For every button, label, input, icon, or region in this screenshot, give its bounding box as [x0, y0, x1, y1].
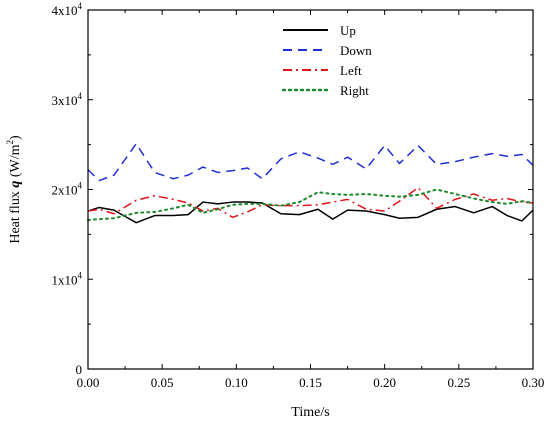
series-line-down	[87, 142, 534, 182]
y-axis-title-unit: (W/m	[8, 144, 23, 180]
x-tick-label: 0.30	[522, 375, 545, 390]
series-line-right	[87, 188, 534, 222]
axis-ticks: 0.00 0.05 0.10 0.15 0.20 0.25 0.30 0 1x104 2x104 3…	[52, 1, 545, 390]
y-tick-label: 4x104	[52, 1, 83, 18]
series-line-up	[87, 201, 534, 224]
x-tick-label: 0.20	[373, 375, 396, 390]
legend-label-left: Left	[340, 63, 362, 78]
y-tick-label: 3x104	[52, 91, 83, 108]
legend-label-down: Down	[340, 43, 372, 58]
y-axis-title-unit-close: )	[8, 135, 23, 140]
series-layer	[87, 142, 534, 224]
y-tick-label: 1x104	[52, 270, 83, 287]
y-tick-label: 0	[76, 362, 83, 377]
y-tick-label: 2x104	[52, 181, 83, 198]
legend-label-right: Right	[340, 83, 369, 98]
x-tick-label: 0.05	[151, 375, 174, 390]
legend: Up Down Left Right	[281, 23, 372, 98]
x-tick-label: 0.15	[299, 375, 322, 390]
y-axis-title: Heat flux q (W/m2)	[5, 135, 23, 244]
x-tick-label: 0.00	[77, 375, 100, 390]
x-tick-label: 0.25	[447, 375, 470, 390]
x-tick-label: 0.10	[225, 375, 248, 390]
y-axis-title-prefix: Heat flux	[8, 188, 23, 244]
series-line-left	[87, 186, 534, 219]
legend-label-up: Up	[340, 23, 356, 38]
plot-area-frame	[87, 9, 534, 370]
y-axis-title-symbol: q	[8, 181, 23, 188]
x-axis-title: Time/s	[291, 405, 329, 420]
y-axis-title-unit-exponent: 2	[5, 140, 15, 145]
